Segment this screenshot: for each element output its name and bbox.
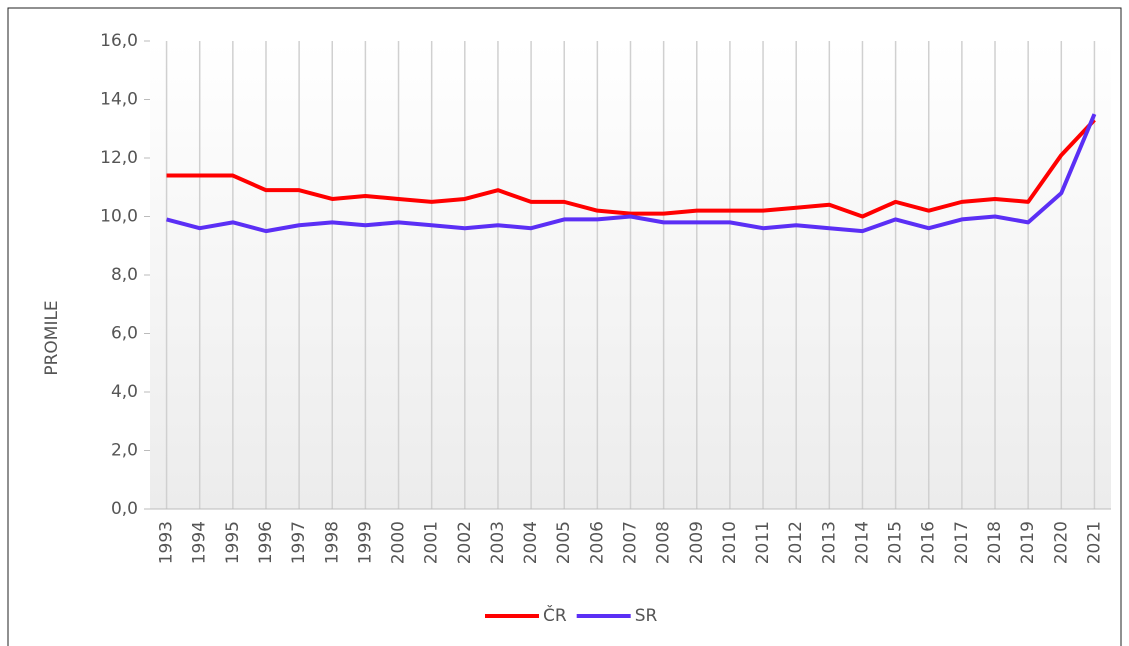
- x-tick-label: 2000: [389, 521, 409, 564]
- x-tick-label: 2001: [422, 521, 442, 564]
- line-series: [166, 118, 1096, 219]
- y-tick-label: 2,0: [111, 441, 138, 461]
- legend-label: SR: [635, 606, 658, 626]
- x-tick-label: 2021: [1084, 521, 1104, 564]
- x-tick-label: 2015: [886, 521, 906, 564]
- line-series: [166, 113, 1097, 234]
- x-tick-label: 2003: [488, 521, 508, 564]
- y-tick-label: 16,0: [100, 31, 138, 51]
- x-tick-label: 2018: [985, 521, 1005, 564]
- y-axis-label: PROMILE: [42, 300, 62, 375]
- x-tick-label: 1998: [322, 521, 342, 564]
- legend-label: ČR: [543, 604, 567, 626]
- x-tick-label: 1999: [355, 521, 375, 564]
- x-tick-label: 2011: [753, 521, 773, 564]
- x-tick-label: 2002: [455, 521, 475, 564]
- x-tick-label: 2020: [1051, 521, 1071, 564]
- x-tick-label: 1995: [223, 521, 243, 564]
- y-tick-label: 8,0: [111, 265, 138, 285]
- x-tick-label: 2007: [621, 521, 641, 564]
- x-tick-label: 1996: [256, 521, 276, 564]
- x-tick-label: 2005: [554, 521, 574, 564]
- x-tick-label: 2009: [687, 521, 707, 564]
- frame: [7, 7, 1122, 646]
- x-tick-label: 1993: [157, 521, 177, 564]
- y-tick-label: 6,0: [111, 324, 138, 344]
- x-tick-label: 2017: [952, 521, 972, 564]
- y-tick-label: 12,0: [100, 148, 138, 168]
- x-tick-label: 1997: [289, 521, 309, 564]
- y-tick-label: 14,0: [100, 90, 138, 110]
- x-tick-label: 1994: [190, 521, 210, 564]
- x-tick-label: 2008: [654, 521, 674, 564]
- x-tick-label: 2004: [521, 521, 541, 564]
- y-tick-label: 0,0: [111, 499, 138, 519]
- x-tick-label: 2006: [587, 521, 607, 564]
- x-tick-label: 2013: [819, 521, 839, 564]
- x-tick-label: 2012: [786, 521, 806, 564]
- x-tick-label: 2019: [1018, 521, 1038, 564]
- y-tick-label: 10,0: [100, 207, 138, 227]
- x-tick-label: 2014: [852, 521, 872, 564]
- x-tick-label: 2016: [919, 521, 939, 564]
- y-tick-label: 4,0: [111, 382, 138, 402]
- x-tick-label: 2010: [720, 521, 740, 564]
